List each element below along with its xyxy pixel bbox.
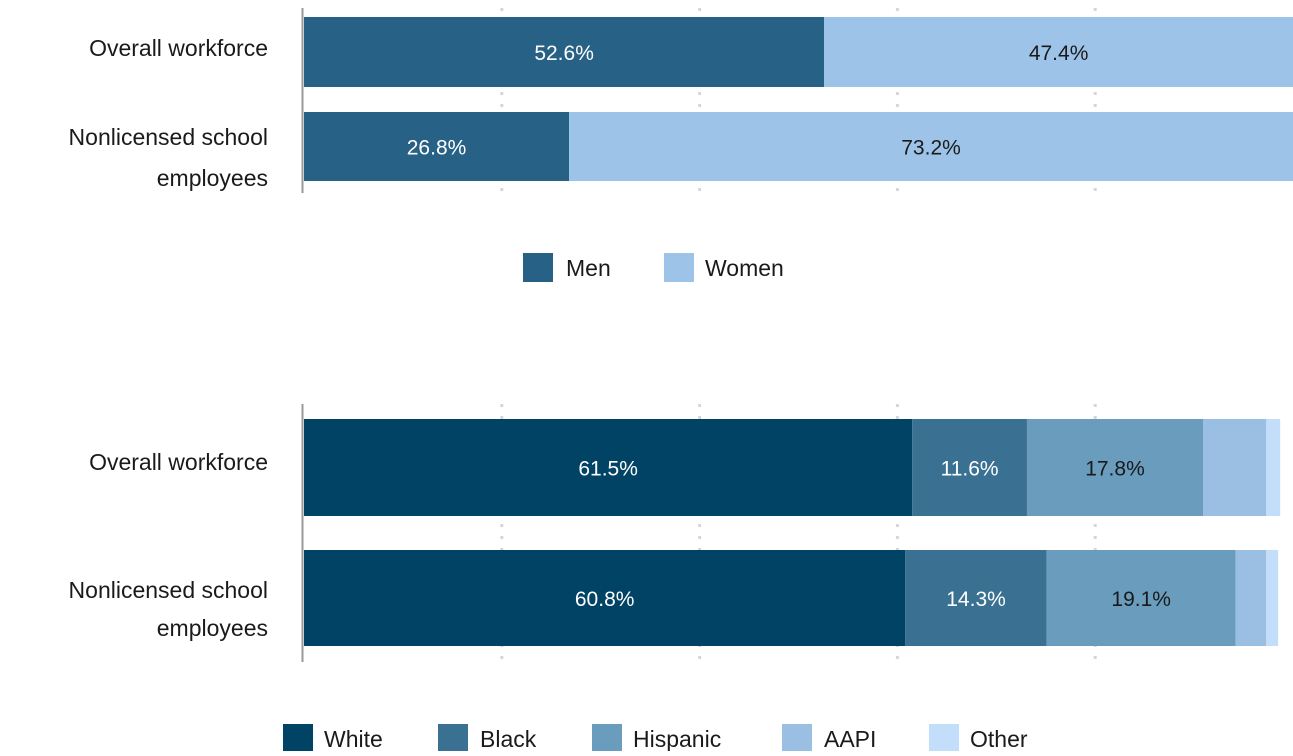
bar-women-nonlicensed-school-employees <box>569 112 1293 181</box>
chart-1: 52.6% 47.4% 26.8% 73.2% Overall workforce Non… <box>69 8 1293 282</box>
category-label: employees <box>157 615 268 641</box>
bar-label: 60.8% <box>575 588 635 611</box>
legend-label-aapi: AAPI <box>824 726 876 751</box>
bar-label: 52.6% <box>534 42 594 65</box>
bar-hispanic-nonlicensed-school-employees <box>1046 550 1236 646</box>
category-label: Nonlicensed school <box>69 124 268 150</box>
bar-aapi-nonlicensed-school-employees <box>1235 550 1267 646</box>
legend-label-white: White <box>324 726 383 751</box>
legend-label-black: Black <box>480 726 537 751</box>
bar-women-overall-workforce <box>824 17 1293 87</box>
bar-black-nonlicensed-school-employees <box>905 550 1047 646</box>
bar-aapi-overall-workforce <box>1203 419 1267 516</box>
legend-swatch-hispanic <box>592 724 622 753</box>
bar-label: 47.4% <box>1029 42 1089 65</box>
bar-hispanic-overall-workforce <box>1026 419 1204 516</box>
bar-men-overall-workforce <box>304 17 825 87</box>
bar-label: 17.8% <box>1085 458 1145 481</box>
chart-2: 61.5% 11.6% 17.8% 60.8% 14.3% 19.1% Overall wo… <box>69 404 1281 753</box>
legend-label-hispanic: Hispanic <box>633 726 721 751</box>
bar-other-overall-workforce <box>1266 419 1281 516</box>
bar-black-overall-workforce <box>912 419 1027 516</box>
category-label: Overall workforce <box>89 35 268 61</box>
bar-men-nonlicensed-school-employees <box>304 112 570 181</box>
category-label: employees <box>157 165 268 191</box>
bar-label: 26.8% <box>407 137 467 160</box>
legend-label-men: Men <box>566 255 611 281</box>
legend-swatch-women <box>664 253 694 282</box>
legend-label-women: Women <box>705 255 784 281</box>
legend-swatch-black <box>438 724 468 753</box>
category-label: Nonlicensed school <box>69 577 268 603</box>
category-label: Overall workforce <box>89 449 268 475</box>
bar-label: 14.3% <box>946 588 1006 611</box>
bar-label: 73.2% <box>901 137 961 160</box>
legend-swatch-white <box>283 724 313 753</box>
bar-label: 61.5% <box>578 458 638 481</box>
legend-swatch-other <box>929 724 959 753</box>
legend-swatch-aapi <box>782 724 812 753</box>
bar-white-nonlicensed-school-employees <box>304 550 906 646</box>
bar-label: 19.1% <box>1111 588 1171 611</box>
legend-swatch-men <box>523 253 553 282</box>
bar-label: 11.6% <box>941 458 999 481</box>
bar-white-overall-workforce <box>304 419 913 516</box>
bar-other-nonlicensed-school-employees <box>1266 550 1279 646</box>
legend-label-other: Other <box>970 726 1028 751</box>
